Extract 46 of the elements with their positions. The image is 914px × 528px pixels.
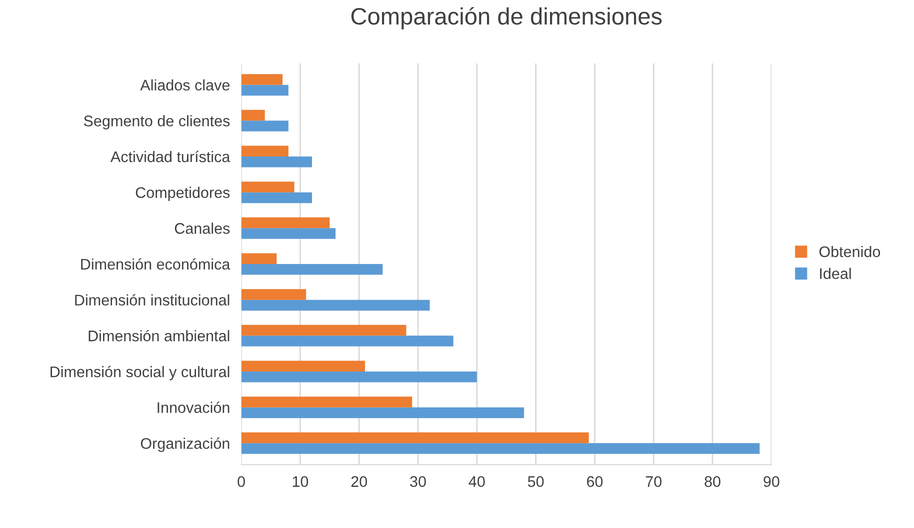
bar bbox=[241, 74, 283, 85]
bar bbox=[241, 360, 365, 372]
x-tick-label: 40 bbox=[468, 476, 485, 487]
bar bbox=[241, 336, 454, 346]
x-tick-label: 90 bbox=[764, 476, 780, 487]
y-tick-label: Dimensión económica bbox=[81, 258, 230, 270]
x-tick-label: 20 bbox=[351, 476, 367, 487]
y-tick-label: Dimensión social y cultural bbox=[50, 366, 230, 380]
chart-title: Comparación de dimensiones bbox=[351, 7, 662, 30]
x-tick-label: 50 bbox=[528, 476, 544, 487]
x-tick-label: 60 bbox=[586, 476, 603, 487]
x-tick-label: 70 bbox=[646, 476, 662, 487]
y-tick-label: Actividad turística bbox=[110, 150, 230, 162]
bar bbox=[241, 228, 336, 239]
bar bbox=[241, 84, 288, 96]
y-tick-label: Dimensión ambiental bbox=[88, 330, 230, 342]
y-tick-label: Aliados clave bbox=[140, 79, 230, 91]
bar bbox=[241, 182, 294, 192]
y-tick-label: Competidores bbox=[136, 186, 230, 202]
x-tick-label: 10 bbox=[292, 476, 308, 487]
bar bbox=[241, 110, 265, 121]
bar bbox=[241, 156, 312, 168]
bar bbox=[241, 396, 412, 408]
bar bbox=[241, 217, 330, 228]
bar bbox=[241, 300, 430, 311]
bar bbox=[241, 289, 306, 300]
y-tick-label: Dimensión institucional bbox=[75, 294, 230, 306]
y-tick-label: Segmento de clientes bbox=[84, 115, 230, 130]
y-tick-label: Organización bbox=[140, 438, 230, 452]
bar bbox=[241, 146, 288, 157]
legend-label: Ideal bbox=[820, 268, 851, 280]
bar bbox=[241, 371, 477, 382]
y-tick-label: Canales bbox=[174, 222, 230, 234]
bar bbox=[241, 264, 383, 275]
x-tick-label: 30 bbox=[410, 476, 426, 487]
bar bbox=[241, 120, 288, 132]
bar bbox=[241, 324, 406, 336]
y-tick-label: Innovación bbox=[158, 402, 230, 413]
bar bbox=[241, 432, 589, 444]
bar bbox=[241, 407, 524, 418]
bar bbox=[241, 192, 312, 204]
bar bbox=[241, 253, 277, 264]
x-tick-label: 80 bbox=[704, 476, 720, 487]
bar bbox=[241, 443, 760, 454]
x-tick-label: 0 bbox=[238, 476, 245, 487]
legend-label: Obtenido bbox=[819, 246, 880, 258]
